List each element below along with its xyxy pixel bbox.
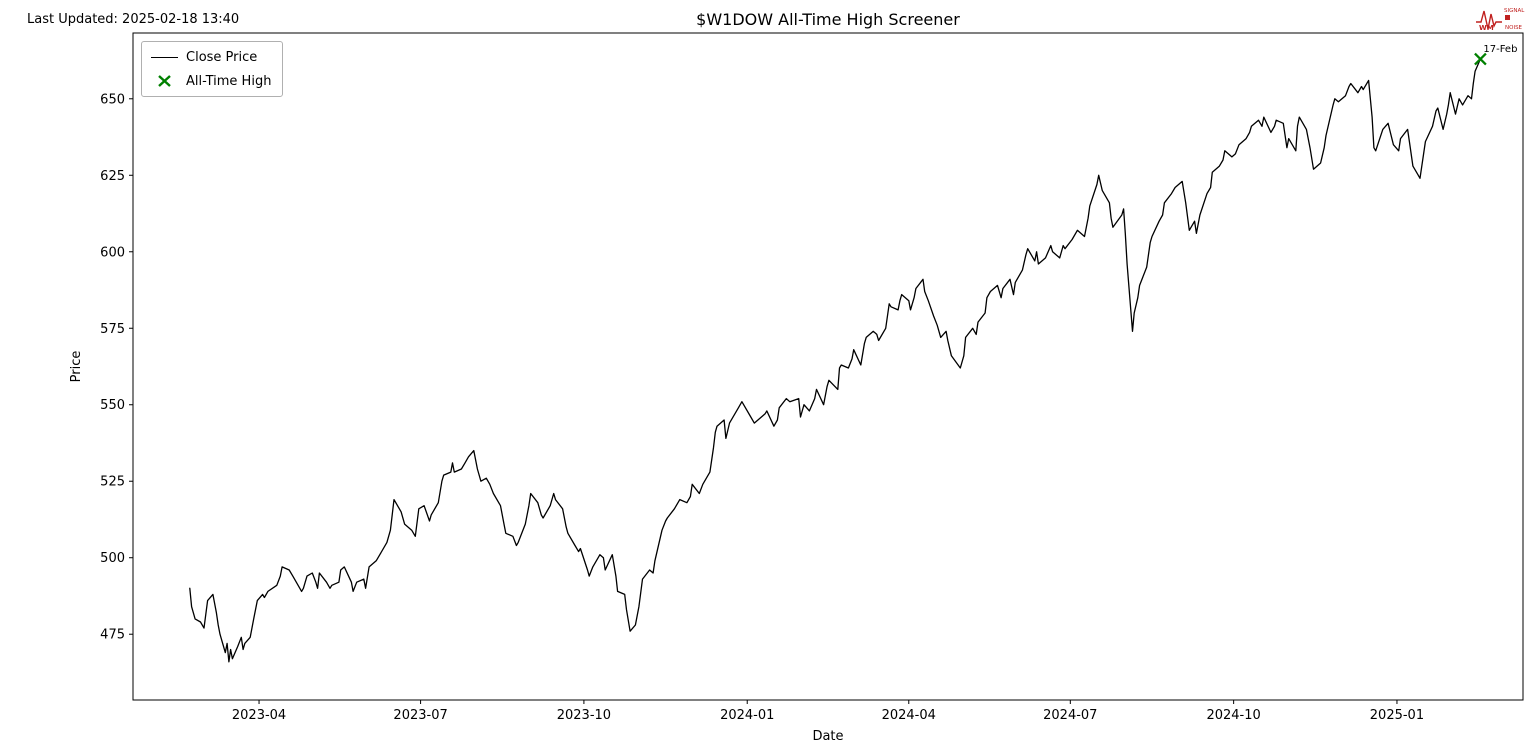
last-updated-text: Last Updated: 2025-02-18 13:40 — [27, 12, 240, 27]
page-title: $W1DOW All-Time High Screener — [696, 10, 960, 29]
y-tick-label: 500 — [100, 551, 125, 566]
waveform-icon — [1476, 10, 1502, 30]
y-tick-label: 525 — [100, 475, 125, 490]
line-sample-icon — [151, 56, 178, 58]
x-tick-label: 2023-04 — [232, 708, 286, 723]
signal-noise-logo-graphic: WM SIGNAL NOISE — [1476, 8, 1525, 32]
signal-noise-logo: WM SIGNAL NOISE — [1475, 3, 1531, 33]
logo-letters: WM — [1479, 24, 1494, 32]
logo-word-top: SIGNAL — [1504, 8, 1525, 14]
y-tick-label: 475 — [100, 628, 125, 643]
x-tick-label: 2023-10 — [557, 708, 611, 723]
logo-square-icon — [1505, 15, 1510, 20]
plot-frame — [132, 32, 1524, 701]
y-tick-label: 550 — [100, 398, 125, 413]
legend: Close Price All-Time High — [141, 41, 284, 97]
legend-item-all-time-high: All-Time High — [151, 72, 271, 90]
x-tick-label: 2024-04 — [882, 708, 936, 723]
x-marker-icon — [158, 75, 171, 87]
x-tick-label: 2024-01 — [720, 708, 774, 723]
y-axis-label: Price — [69, 351, 84, 383]
legend-item-close-price: Close Price — [151, 48, 271, 66]
legend-label-close-price: Close Price — [186, 49, 258, 65]
ath-annotation: 17-Feb — [1483, 44, 1517, 55]
y-tick-label: 575 — [100, 322, 125, 337]
y-tick-label: 650 — [100, 92, 125, 107]
legend-label-all-time-high: All-Time High — [186, 73, 272, 89]
all-time-high-marker — [1474, 52, 1487, 66]
x-tick-label: 2024-07 — [1043, 708, 1097, 723]
x-tick-label: 2024-10 — [1206, 708, 1260, 723]
x-tick-label: 2025-01 — [1370, 708, 1424, 723]
x-axis-label: Date — [812, 729, 843, 744]
logo-word-bottom: NOISE — [1505, 25, 1523, 31]
y-tick-label: 625 — [100, 169, 125, 184]
close-price-line — [189, 58, 1482, 663]
x-tick-label: 2023-07 — [393, 708, 447, 723]
y-tick-label: 600 — [100, 245, 125, 260]
